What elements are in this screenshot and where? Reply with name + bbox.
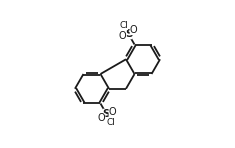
Text: Cl: Cl	[119, 21, 128, 30]
Text: S: S	[125, 29, 132, 39]
Text: O: O	[98, 113, 106, 123]
Text: O: O	[119, 31, 126, 41]
Text: O: O	[109, 107, 116, 117]
Text: Cl: Cl	[107, 118, 116, 127]
Text: O: O	[129, 25, 137, 35]
Text: S: S	[103, 109, 110, 119]
